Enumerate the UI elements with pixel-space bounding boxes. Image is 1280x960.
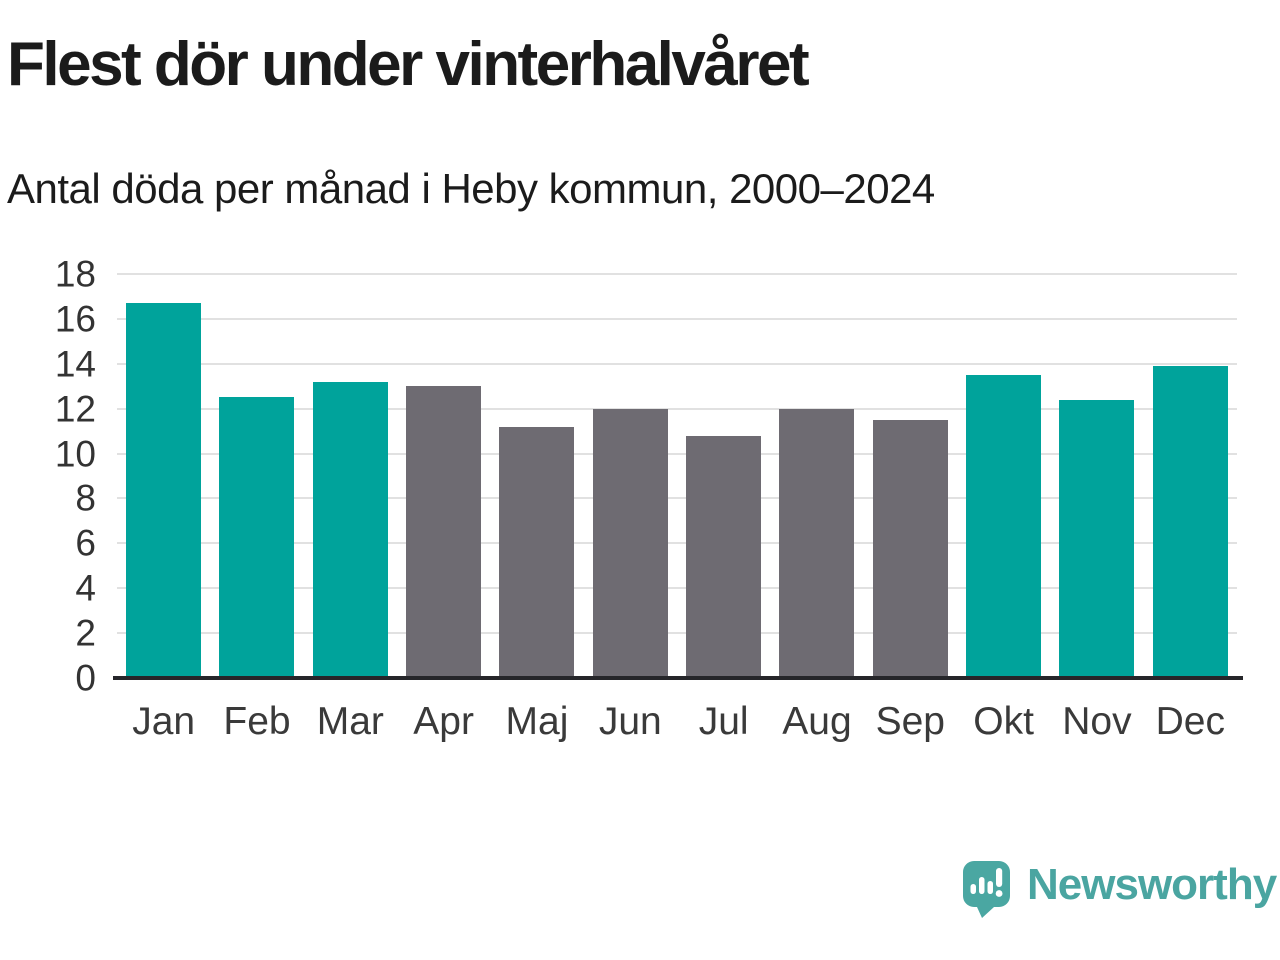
y-tick-label-6: 6 [75, 522, 96, 564]
gridline-6 [117, 542, 1237, 545]
bar-mar [312, 381, 388, 678]
gridline-12 [117, 407, 1237, 410]
chart-title: Flest dör under vinterhalvåret [7, 30, 810, 99]
bar-slot-dec [1144, 366, 1237, 678]
bar-okt [966, 375, 1042, 678]
newsworthy-speech-bubble-bar-chart-icon [963, 861, 1010, 918]
y-tick-label-8: 8 [75, 477, 96, 519]
gridline-10 [117, 452, 1237, 455]
plot-area: 0 2 4 6 8 10 12 14 16 18 [55, 256, 1243, 697]
chart-subtitle: Antal döda per månad i Heby kommun, 2000… [7, 165, 935, 212]
x-tick-label-nov: Nov [1062, 700, 1132, 743]
y-tick-label-0: 0 [75, 657, 96, 699]
bar-jan [126, 303, 202, 678]
bar-nov [1059, 399, 1135, 678]
bar-dec [1152, 366, 1228, 678]
gridline-18 [117, 273, 1237, 275]
bar-slot-feb [210, 397, 303, 678]
y-tick-label-16: 16 [54, 298, 96, 340]
gridline-14 [117, 362, 1237, 365]
bar-slot-jan [117, 303, 210, 678]
bar-slot-nov [1050, 399, 1143, 678]
gridline-8 [117, 497, 1237, 500]
x-axis-labels: Jan Feb Mar Apr Maj Jun Jul Aug Sep Okt Nov Dec [117, 699, 1237, 746]
x-tick-label-sep: Sep [875, 700, 945, 743]
x-tick-label-feb: Feb [223, 700, 291, 743]
newsworthy-logo-text: Newsworthy [1027, 860, 1277, 909]
bar-jun [592, 408, 668, 678]
bar-slot-jul [677, 435, 770, 678]
x-tick-label-jul: Jul [698, 700, 749, 743]
x-tick-label-dec: Dec [1155, 700, 1225, 743]
x-tick-label-aug: Aug [782, 700, 852, 743]
y-tick-label-18: 18 [54, 253, 96, 295]
gridline-4 [117, 587, 1237, 590]
gridline-2 [117, 632, 1237, 635]
y-axis-labels: 0 2 4 6 8 10 12 14 16 18 [27, 256, 117, 697]
x-tick-label-jun: Jun [598, 700, 662, 743]
bars [117, 274, 1237, 678]
bar-aug [779, 408, 855, 678]
x-axis-line [113, 676, 1243, 680]
y-tick-label-2: 2 [75, 612, 96, 654]
bar-slot-aug [770, 408, 863, 678]
y-tick-label-10: 10 [54, 433, 96, 475]
y-tick-label-14: 14 [54, 343, 96, 385]
bar-jul [686, 435, 762, 678]
x-tick-label-jan: Jan [132, 700, 196, 743]
bar-slot-sep [864, 419, 957, 678]
bar-apr [406, 386, 482, 678]
newsworthy-logo: Newsworthy [962, 860, 1277, 920]
x-tick-label-apr: Apr [413, 700, 474, 743]
bar-slot-jun [584, 408, 677, 678]
y-tick-label-12: 12 [54, 388, 96, 430]
x-tick-label-maj: Maj [505, 700, 569, 743]
x-tick-label-mar: Mar [316, 700, 384, 743]
bar-sep [872, 419, 948, 678]
y-tick-label-4: 4 [75, 567, 96, 609]
bar-slot-mar [304, 381, 397, 678]
x-tick-label-okt: Okt [973, 700, 1034, 743]
bar-maj [499, 426, 575, 678]
bar-slot-maj [490, 426, 583, 678]
bar-slot-apr [397, 386, 490, 678]
gridline-16 [117, 317, 1237, 320]
bar-slot-okt [957, 375, 1050, 678]
bar-feb [219, 397, 295, 678]
